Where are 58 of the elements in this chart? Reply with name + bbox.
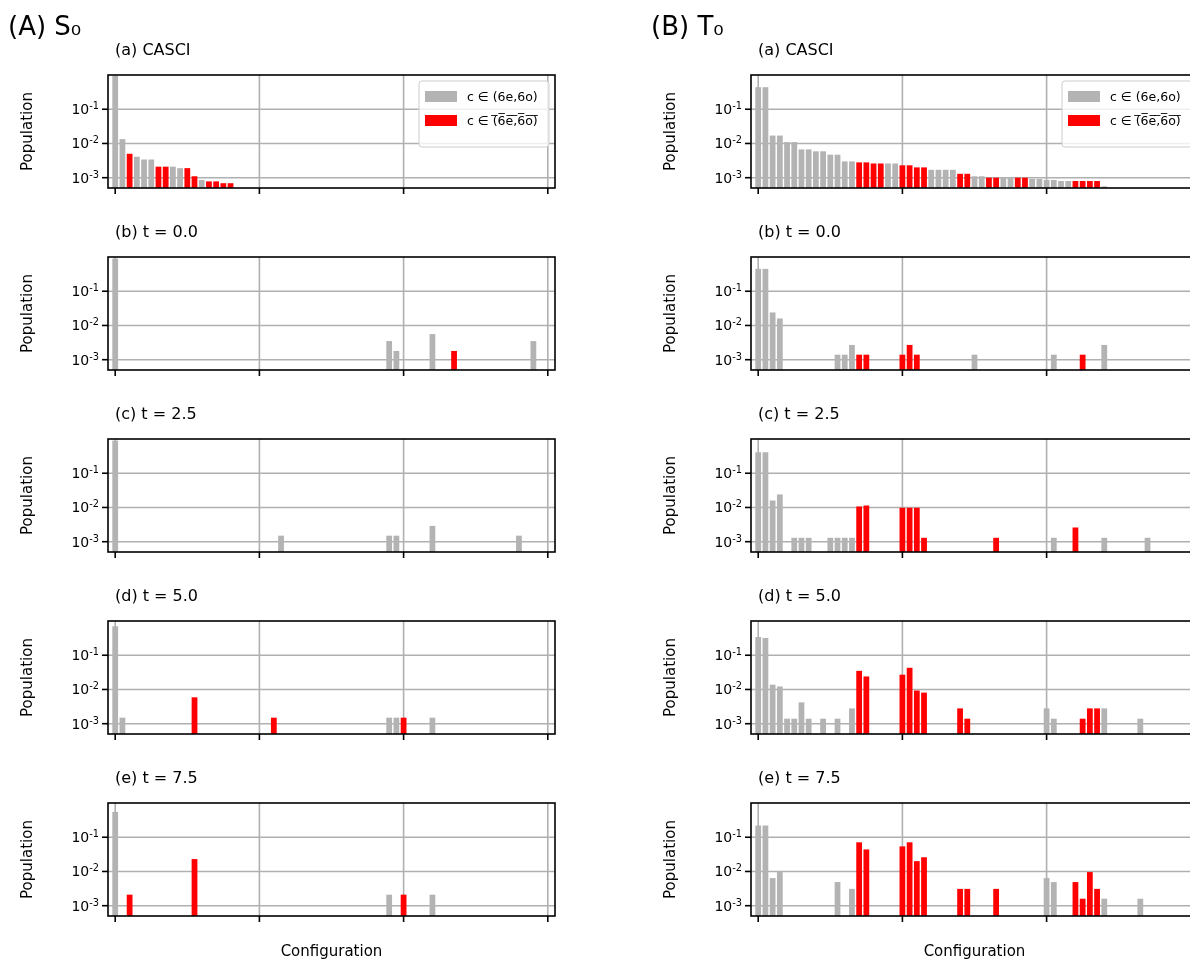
y-tick-label: 10$^{-3}$ bbox=[714, 350, 742, 368]
y-tick-label: 10$^{-1}$ bbox=[71, 463, 99, 482]
chart-title: (d) t = 5.0 bbox=[115, 586, 199, 605]
chart-title: (c) t = 2.5 bbox=[115, 404, 197, 423]
y-tick-label: 10$^{-3}$ bbox=[71, 168, 99, 186]
legend-label: c ∈ (6e,6o) bbox=[467, 89, 538, 104]
y-axis-title: Population bbox=[18, 274, 36, 353]
y-tick-label: 10$^{-3}$ bbox=[71, 714, 99, 732]
x-axis-title: Configuration bbox=[280, 942, 383, 960]
y-tick-label: 10$^{-1}$ bbox=[714, 827, 742, 846]
y-axis-title: Population bbox=[661, 820, 679, 899]
legend-label: c ∈ (̅6̅e̅,̅6̅o̅)̅ bbox=[1110, 112, 1182, 128]
y-tick-label: 10$^{-3}$ bbox=[71, 532, 99, 550]
y-tick-label: 10$^{-1}$ bbox=[71, 827, 99, 846]
y-tick-label: 10$^{-3}$ bbox=[714, 168, 742, 186]
y-tick-label: 10$^{-2}$ bbox=[71, 315, 99, 334]
y-axis-title: Population bbox=[18, 92, 36, 171]
legend-label: c ∈ (̅6̅e̅,̅6̅o̅)̅ bbox=[467, 112, 539, 128]
y-tick-label: 10$^{-1}$ bbox=[71, 99, 99, 118]
chart-title: (e) t = 7.5 bbox=[115, 768, 198, 787]
chart-subtitle: (a) CASCI bbox=[115, 40, 191, 59]
chart-subtitle: (a) CASCI bbox=[758, 40, 834, 59]
y-tick-label: 10$^{-2}$ bbox=[714, 679, 742, 698]
y-tick-label: 10$^{-3}$ bbox=[714, 532, 742, 550]
y-axis-title: Population bbox=[661, 92, 679, 171]
y-tick-label: 10$^{-2}$ bbox=[71, 679, 99, 698]
chart-title: (c) t = 2.5 bbox=[758, 404, 840, 423]
y-tick-label: 10$^{-2}$ bbox=[714, 133, 742, 152]
y-tick-label: 10$^{-2}$ bbox=[71, 861, 99, 880]
y-tick-label: 10$^{-2}$ bbox=[714, 497, 742, 516]
y-axis-title: Population bbox=[661, 274, 679, 353]
chart-title: (b) t = 0.0 bbox=[115, 222, 199, 241]
y-axis-title: Population bbox=[661, 456, 679, 535]
y-tick-label: 10$^{-2}$ bbox=[714, 861, 742, 880]
y-tick-label: 10$^{-1}$ bbox=[71, 281, 99, 300]
y-tick-label: 10$^{-1}$ bbox=[71, 645, 99, 664]
chart-title: (d) t = 5.0 bbox=[758, 586, 842, 605]
y-axis-title: Population bbox=[18, 456, 36, 535]
chart-title: (e) t = 7.5 bbox=[758, 768, 841, 787]
y-tick-label: 10$^{-3}$ bbox=[71, 896, 99, 914]
y-tick-label: 10$^{-1}$ bbox=[714, 645, 742, 664]
y-tick-label: 10$^{-1}$ bbox=[714, 463, 742, 482]
y-tick-label: 10$^{-3}$ bbox=[714, 714, 742, 732]
y-axis-title: Population bbox=[661, 638, 679, 717]
y-tick-label: 10$^{-2}$ bbox=[71, 497, 99, 516]
y-tick-label: 10$^{-3}$ bbox=[714, 896, 742, 914]
chart-title: (b) t = 0.0 bbox=[758, 222, 842, 241]
y-tick-label: 10$^{-1}$ bbox=[714, 99, 742, 118]
y-tick-label: 10$^{-2}$ bbox=[714, 315, 742, 334]
chart-title: (B) T₀ bbox=[651, 11, 724, 41]
chart-title: (A) S₀ bbox=[8, 11, 82, 41]
y-tick-label: 10$^{-2}$ bbox=[71, 133, 99, 152]
y-tick-label: 10$^{-3}$ bbox=[71, 350, 99, 368]
y-tick-label: 10$^{-1}$ bbox=[714, 281, 742, 300]
x-axis-title: Configuration bbox=[923, 942, 1026, 960]
legend-label: c ∈ (6e,6o) bbox=[1110, 89, 1181, 104]
y-axis-title: Population bbox=[18, 820, 36, 899]
y-axis-title: Population bbox=[18, 638, 36, 717]
